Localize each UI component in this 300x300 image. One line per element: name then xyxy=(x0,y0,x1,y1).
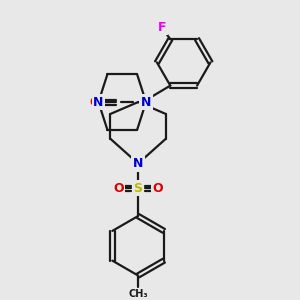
Text: CH₃: CH₃ xyxy=(128,289,148,299)
Text: O: O xyxy=(113,182,124,195)
Text: N: N xyxy=(133,157,143,170)
Text: S: S xyxy=(134,182,142,195)
Text: N: N xyxy=(93,96,104,109)
Text: N: N xyxy=(93,96,104,109)
Text: O: O xyxy=(89,96,100,109)
Text: F: F xyxy=(158,21,166,34)
Text: O: O xyxy=(153,182,163,195)
Text: N: N xyxy=(141,96,151,109)
